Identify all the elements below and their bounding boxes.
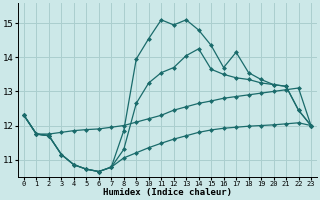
X-axis label: Humidex (Indice chaleur): Humidex (Indice chaleur) [103,188,232,197]
